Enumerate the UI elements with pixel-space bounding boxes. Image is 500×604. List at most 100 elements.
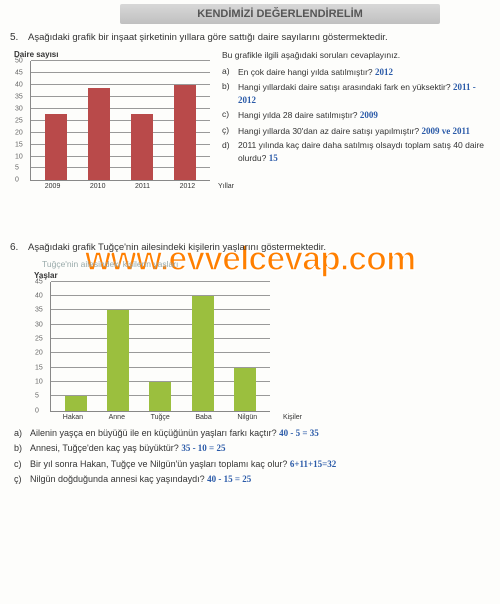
q5-bar-chart: Yıllar 05101520253035404550 — [30, 61, 210, 181]
q6-ytitle: Yaşlar — [34, 271, 486, 280]
qa-body: Nilgün doğduğunda annesi kaç yaşındaydı?… — [30, 473, 486, 487]
q5-xtitle: Yıllar — [218, 183, 234, 190]
qa-body: Hangi yılda 28 daire satılmıştır? 2009 — [238, 109, 486, 121]
ytick: 20 — [15, 129, 23, 136]
ytick: 40 — [35, 293, 43, 300]
qa-answer: 40 - 15 = 25 — [207, 474, 251, 484]
qa-answer: 15 — [269, 153, 278, 163]
qa-label: a) — [222, 66, 234, 78]
q5-intro: Bu grafikle ilgili aşağıdaki soruları ce… — [222, 50, 486, 61]
ytick: 15 — [35, 364, 43, 371]
q6-questions: a) Ailenin yaşça en büyüğü ile en küçüğün… — [14, 427, 486, 487]
ytick: 40 — [15, 82, 23, 89]
xlabel: 2009 — [45, 183, 61, 190]
q6-text: Aşağıdaki grafik Tuğçe'nin ailesindeki k… — [28, 242, 486, 254]
qa-body: Hangi yıllardaki daire satışı arasındaki… — [238, 81, 486, 106]
qa-answer: 40 - 5 = 35 — [279, 428, 319, 438]
qa-question: Hangi yıllardaki daire satışı arasındaki… — [238, 82, 453, 92]
chart-bar — [45, 114, 67, 181]
qa-item: c) Hangi yılda 28 daire satılmıştır? 2009 — [222, 109, 486, 121]
chart-bar — [107, 310, 129, 410]
qa-answer: 2009 — [360, 110, 378, 120]
q5-ytitle: Daire sayısı — [14, 50, 214, 59]
chart-bar — [65, 396, 87, 410]
ytick: 5 — [35, 393, 39, 400]
qa-item: a) Ailenin yaşça en büyüğü ile en küçüğün… — [14, 427, 486, 441]
qa-body: Ailenin yaşça en büyüğü ile en küçüğünün… — [30, 427, 486, 441]
qa-body: Bir yıl sonra Hakan, Tuğçe ve Nilgün'ün … — [30, 458, 486, 472]
ytick: 5 — [15, 165, 19, 172]
chart-bar — [174, 85, 196, 180]
xlabel: Tuğçe — [151, 414, 170, 421]
xlabel: Anne — [109, 414, 125, 421]
chart-bar — [88, 88, 110, 181]
xlabel: 2012 — [180, 183, 196, 190]
q6-number: 6. — [10, 242, 18, 253]
qa-label: ç) — [222, 125, 234, 137]
chart-bar — [192, 296, 214, 411]
ytick: 0 — [35, 407, 39, 414]
qa-item: ç) Nilgün doğduğunda annesi kaç yaşındayd… — [14, 473, 486, 487]
ytick: 25 — [15, 117, 23, 124]
qa-answer: 2009 ve 2011 — [422, 126, 471, 136]
qa-label: d) — [222, 140, 234, 164]
ytick: 25 — [35, 336, 43, 343]
question-5: 5. Aşağıdaki grafik bir inşaat şirketini… — [0, 32, 500, 196]
qa-label: a) — [14, 427, 26, 441]
xlabel: Nilgün — [237, 414, 257, 421]
qa-answer: 35 - 10 = 25 — [181, 443, 225, 453]
ytick: 0 — [15, 177, 19, 184]
qa-body: Hangi yıllarda 30'dan az daire satışı ya… — [238, 125, 486, 137]
xlabel: Baba — [195, 414, 211, 421]
q6-xlabels: Hakan Anne Tuğçe Baba Nilgün — [50, 414, 270, 421]
ytick: 30 — [35, 321, 43, 328]
chart-bar — [131, 114, 153, 181]
qa-item: d)2011 yılında kaç daire daha satılmış o… — [222, 140, 486, 164]
qa-answer: 6+11+15=32 — [290, 459, 336, 469]
ytick: 15 — [15, 141, 23, 148]
qa-question: Hangi yılda 28 daire satılmıştır? — [238, 110, 360, 120]
chart-bar — [149, 382, 171, 411]
ytick: 50 — [15, 58, 23, 65]
qa-label: c) — [222, 109, 234, 121]
q6-xtitle: Kişiler — [283, 414, 302, 421]
qa-question: Ailenin yaşça en büyüğü ile en küçüğünün… — [30, 428, 279, 438]
qa-question: Nilgün doğduğunda annesi kaç yaşındaydı? — [30, 474, 207, 484]
qa-body: 2011 yılında kaç daire daha satılmış ols… — [238, 140, 486, 164]
qa-body: Annesi, Tuğçe'den kaç yaş büyüktür? 35 -… — [30, 442, 486, 456]
xlabel: Hakan — [63, 414, 83, 421]
qa-item: c) Bir yıl sonra Hakan, Tuğçe ve Nilgün'ü… — [14, 458, 486, 472]
ytick: 45 — [35, 278, 43, 285]
q6-chart-title: Tuğçe'nin ailesindeki kişilerin yaşları — [42, 259, 486, 269]
xlabel: 2010 — [90, 183, 106, 190]
page-header: KENDİMİZİ DEĞERLENDİRELİM — [120, 4, 440, 24]
qa-item: b) Annesi, Tuğçe'den kaç yaş büyüktür? 35… — [14, 442, 486, 456]
ytick: 35 — [15, 94, 23, 101]
qa-label: c) — [14, 458, 26, 472]
ytick: 45 — [15, 70, 23, 77]
qa-question: Bir yıl sonra Hakan, Tuğçe ve Nilgün'ün … — [30, 459, 290, 469]
q5-xlabels: 2009 2010 2011 2012 — [30, 183, 210, 190]
question-6: 6. Aşağıdaki grafik Tuğçe'nin ailesindek… — [0, 242, 500, 494]
q5-chart-container: Daire sayısı Yıllar 05101520253035404550… — [14, 50, 214, 190]
qa-question: En çok daire hangi yılda satılmıştır? — [238, 67, 375, 77]
xlabel: 2011 — [135, 183, 150, 190]
qa-body: En çok daire hangi yılda satılmıştır? 20… — [238, 66, 486, 78]
ytick: 20 — [35, 350, 43, 357]
qa-question: Hangi yıllarda 30'dan az daire satışı ya… — [238, 126, 422, 136]
qa-label: ç) — [14, 473, 26, 487]
ytick: 10 — [15, 153, 23, 160]
qa-item: b) Hangi yıllardaki daire satışı arasında… — [222, 81, 486, 106]
qa-item: a) En çok daire hangi yılda satılmıştır? … — [222, 66, 486, 78]
q5-questions: Bu grafikle ilgili aşağıdaki soruları ce… — [222, 50, 486, 190]
qa-label: b) — [14, 442, 26, 456]
ytick: 30 — [15, 105, 23, 112]
q5-text: Aşağıdaki grafik bir inşaat şirketinin y… — [28, 32, 486, 44]
qa-item: ç) Hangi yıllarda 30'dan az daire satışı … — [222, 125, 486, 137]
ytick: 35 — [35, 307, 43, 314]
chart-bar — [234, 368, 256, 411]
ytick: 10 — [35, 379, 43, 386]
qa-answer: 2012 — [375, 67, 393, 77]
q5-number: 5. — [10, 32, 18, 43]
qa-label: b) — [222, 81, 234, 106]
